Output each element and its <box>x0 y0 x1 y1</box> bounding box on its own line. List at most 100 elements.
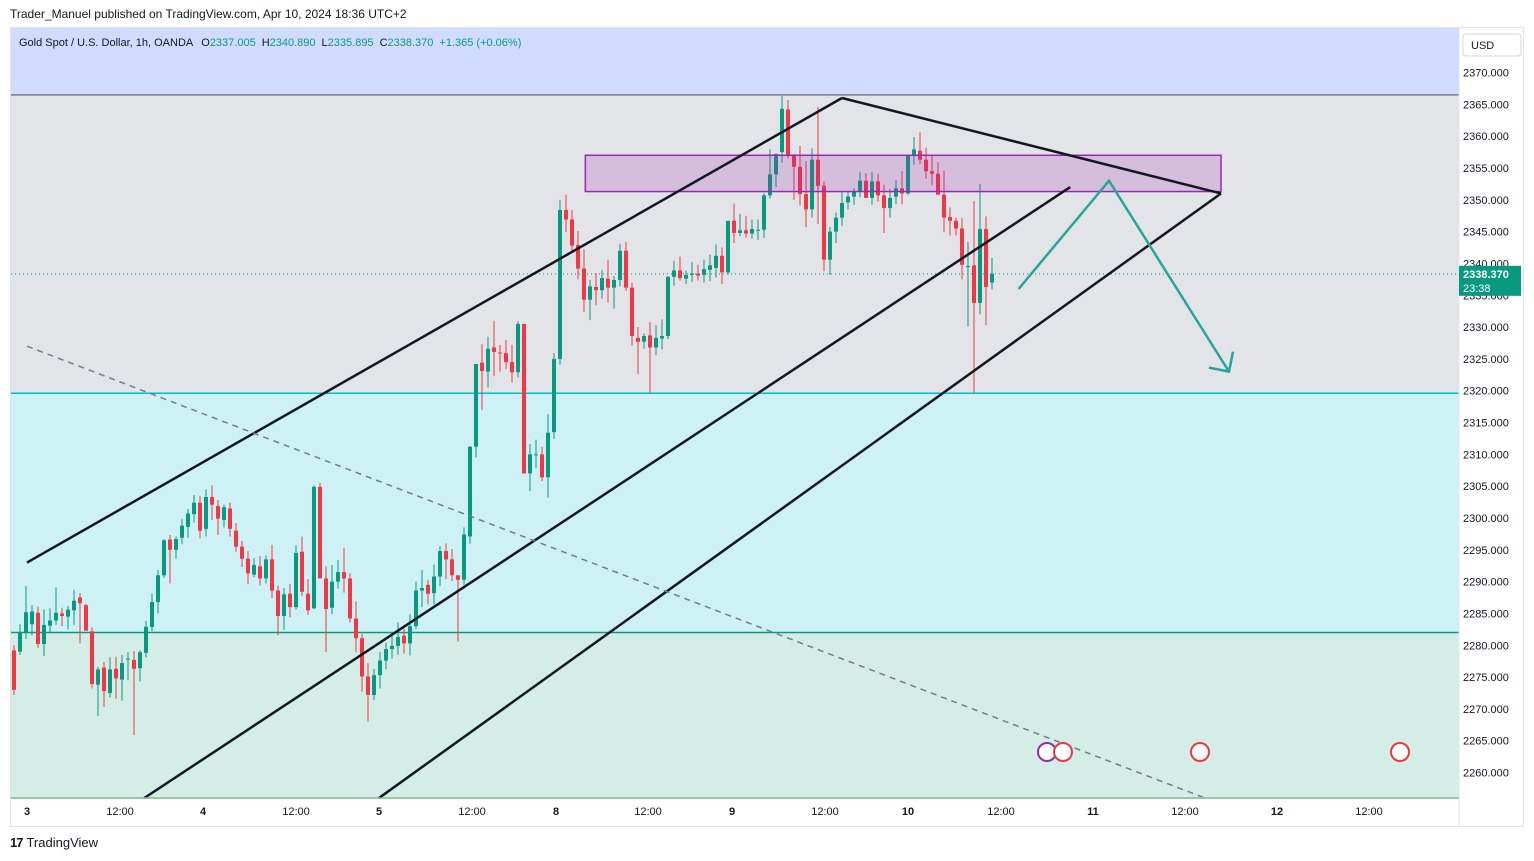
candle-body <box>84 605 88 631</box>
legend-open: O2337.005 <box>201 37 255 49</box>
candle-body <box>492 347 496 352</box>
candle-body <box>228 508 232 529</box>
candle-body <box>330 581 334 608</box>
drawings[interactable] <box>26 96 1235 800</box>
candle-body <box>486 348 490 372</box>
candle-body <box>138 652 142 669</box>
price-tick-label: 2320.000 <box>1463 386 1509 398</box>
candle-body <box>582 268 586 300</box>
candle-body <box>684 274 688 279</box>
candle-body <box>864 180 868 198</box>
candle-body <box>504 353 508 363</box>
candle-body <box>522 323 526 474</box>
candle-body <box>654 337 658 348</box>
candle-body <box>408 626 412 644</box>
candle-body <box>876 181 880 196</box>
time-tick-label: 12:00 <box>458 806 486 818</box>
time-tick-label: 12:00 <box>634 806 662 818</box>
candle-body <box>204 497 208 529</box>
candle-body <box>432 576 436 594</box>
candle-body <box>150 602 154 627</box>
legend-symbol: Gold Spot / U.S. Dollar, 1h, OANDA <box>19 37 194 49</box>
price-tick-label: 2315.000 <box>1463 418 1509 430</box>
candle-body <box>396 637 400 646</box>
price-tick-label: 2370.000 <box>1463 68 1509 80</box>
legend: Gold Spot / U.S. Dollar, 1h, OANDA O2337… <box>19 37 521 49</box>
candle-body <box>894 188 898 197</box>
candle-body <box>120 663 124 680</box>
candle-body <box>540 454 544 478</box>
candle-body <box>426 584 430 594</box>
event-markers[interactable] <box>1037 742 1410 762</box>
price-tick-label: 2280.000 <box>1463 640 1509 652</box>
candle-body <box>276 590 280 616</box>
candle-body <box>42 624 46 644</box>
candle-body <box>702 269 706 275</box>
candle-body <box>660 336 664 339</box>
candle-body <box>846 196 850 203</box>
channel-line <box>26 96 843 564</box>
candle-body <box>126 658 130 660</box>
candle-body <box>630 287 634 336</box>
candle-body <box>102 667 106 692</box>
candle-body <box>378 660 382 676</box>
candle-body <box>714 255 718 268</box>
price-axis[interactable]: USD 2370.000 2365.000 2360.000 2355.000 2350… <box>1458 28 1522 826</box>
currency-button[interactable] <box>1462 33 1522 57</box>
candle-body <box>558 210 562 359</box>
candle-body <box>354 618 358 639</box>
candle-body <box>108 669 112 693</box>
candle-body <box>240 546 244 559</box>
candle-body <box>780 108 784 153</box>
candle-body <box>402 635 406 644</box>
candle-body <box>528 454 532 474</box>
currency-label: USD <box>1471 40 1494 52</box>
candle-body <box>798 166 802 195</box>
countdown-label: 23:38 <box>1463 283 1491 295</box>
price-tick-label: 2330.000 <box>1463 322 1509 334</box>
candle-body <box>474 364 478 447</box>
candle-body <box>990 273 994 283</box>
candle-body <box>234 530 238 547</box>
candle-body <box>258 566 262 579</box>
legend-change: +1.365 (+0.06%) <box>439 37 521 49</box>
candle-body <box>690 273 694 275</box>
candle-body <box>672 270 676 277</box>
candle-body <box>930 171 934 174</box>
time-tick-label: 10 <box>902 806 914 818</box>
candle-body <box>570 219 574 246</box>
candle-body <box>948 217 952 221</box>
time-axis[interactable]: 3 12:00 4 12:00 5 12:00 8 12:00 9 12:00 10 12:00 11 1… <box>11 797 1459 818</box>
candle-body <box>60 613 64 616</box>
candle-body <box>594 287 598 291</box>
candle-body <box>12 650 16 690</box>
candle-body <box>606 278 610 288</box>
candle-body <box>318 486 322 579</box>
candle-body <box>828 231 832 260</box>
candle-body <box>552 358 556 433</box>
candle-body <box>768 174 772 196</box>
time-tick-label: 12:00 <box>1355 806 1383 818</box>
resistance-zone <box>584 154 1222 193</box>
dashed-trendline <box>26 345 1206 799</box>
candle-body <box>936 173 940 195</box>
candle-body <box>912 149 916 156</box>
candle-body <box>816 159 820 186</box>
time-tick-label: 12:00 <box>811 806 839 818</box>
chart-frame[interactable]: Gold Spot / U.S. Dollar, 1h, OANDA O2337… <box>10 27 1524 827</box>
candle-body <box>624 250 628 288</box>
last-price-badge <box>1459 265 1521 296</box>
candle-body <box>564 210 568 220</box>
price-tick-label: 2270.000 <box>1463 704 1509 716</box>
candle-body <box>414 590 418 627</box>
candle-body <box>264 559 268 579</box>
candle-body <box>738 230 742 233</box>
candle-body <box>648 335 652 348</box>
candle-body <box>336 572 340 582</box>
candle-body <box>870 181 874 198</box>
candle-body <box>192 502 196 515</box>
candle-body <box>972 265 976 303</box>
channel-line <box>378 192 1222 800</box>
price-chart[interactable]: Gold Spot / U.S. Dollar, 1h, OANDA O2337… <box>11 28 1523 826</box>
candle-body <box>18 631 22 652</box>
